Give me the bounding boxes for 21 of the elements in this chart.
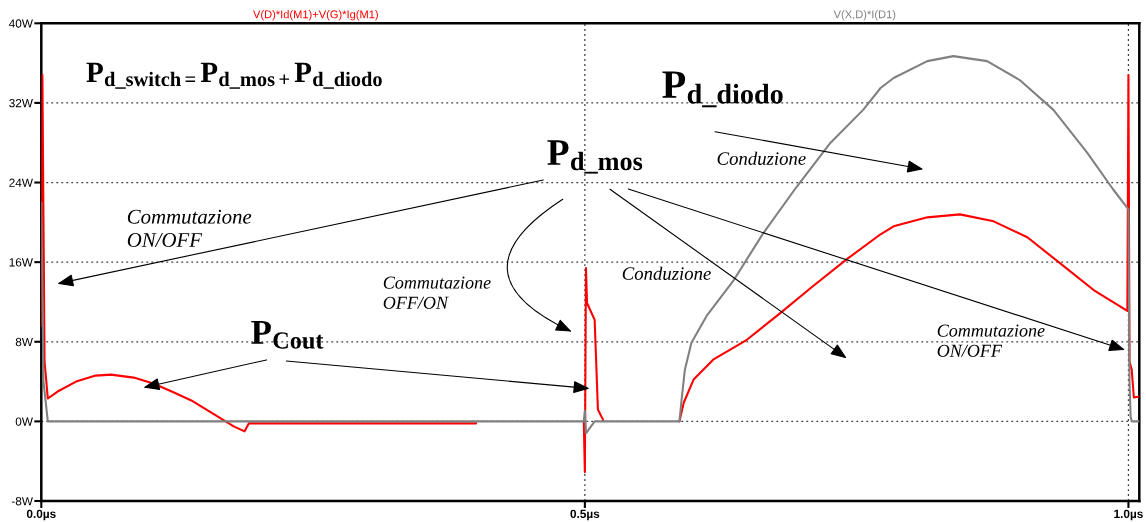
annotation: Conduzione [717, 151, 806, 165]
annotation: Commutazione ON/OFF [127, 209, 252, 248]
y-tick-label: 8W [15, 337, 33, 347]
annotation: Conduzione [622, 266, 711, 280]
y-tick-label: 24W [9, 178, 33, 187]
y-tick-label: -8W [11, 497, 33, 506]
x-tick-label: 0.0µs [26, 509, 56, 521]
y-tick-label: 40W [8, 19, 33, 28]
text: V(X,D)*I(D1) [833, 10, 896, 21]
annotation: P$_{d_diodo}$ [662, 71, 783, 108]
annotation: P$_{d_switch=}$P$_{d_mos+}$P$_{d_diodo}$ [86, 62, 382, 89]
annotation: P$_{Cout}$ [251, 320, 324, 349]
annotation: Commutazione ON/OFF [937, 324, 1045, 357]
x-tick-label: 1.0µs [1114, 509, 1143, 521]
y-tick-label: 16W [9, 258, 33, 267]
text: V(D)*Id(M1)+V(G)*Ig(M1) [253, 10, 378, 21]
x-tick-label: 0.5µs [570, 509, 600, 521]
annotation: Commutazione OFF/ON [383, 276, 491, 309]
y-tick-label: 32W [9, 98, 33, 108]
annotation: P$_{d_mos}$ [547, 140, 643, 174]
y-tick-label: 0W [15, 417, 33, 426]
